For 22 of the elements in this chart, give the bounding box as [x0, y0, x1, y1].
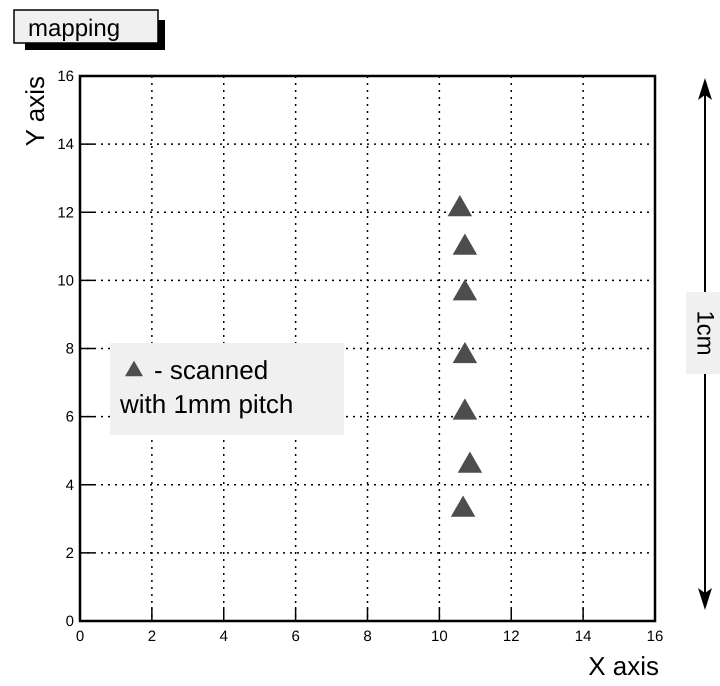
x-tick-label: 4 — [220, 628, 228, 645]
x-tick-label: 10 — [431, 628, 448, 645]
legend-label: - scanned with 1mm pitch — [119, 355, 294, 419]
y-tick-label: 6 — [66, 408, 74, 426]
x-tick-label: 6 — [291, 628, 300, 645]
y-axis-title: Y axis — [20, 76, 50, 146]
x-tick-label: 8 — [363, 628, 372, 645]
x-tick-label: 16 — [646, 628, 664, 645]
text: 1cm — [692, 310, 718, 356]
y-tick-label: 0 — [66, 613, 74, 630]
y-tick-label: 12 — [57, 204, 74, 222]
y-tick-label: 16 — [57, 68, 74, 85]
y-tick-label: 14 — [57, 136, 74, 154]
x-tick-label: 12 — [502, 628, 520, 645]
chart-title: mapping — [28, 15, 120, 42]
y-tick-label: 4 — [66, 476, 74, 494]
y-tick-label: 8 — [66, 340, 74, 358]
x-tick-label: 2 — [148, 628, 156, 645]
x-tick-label: 14 — [574, 628, 592, 645]
x-axis-title: X axis — [588, 651, 659, 681]
y-tick-label: 10 — [57, 272, 74, 290]
y-tick-label: 2 — [66, 544, 74, 562]
